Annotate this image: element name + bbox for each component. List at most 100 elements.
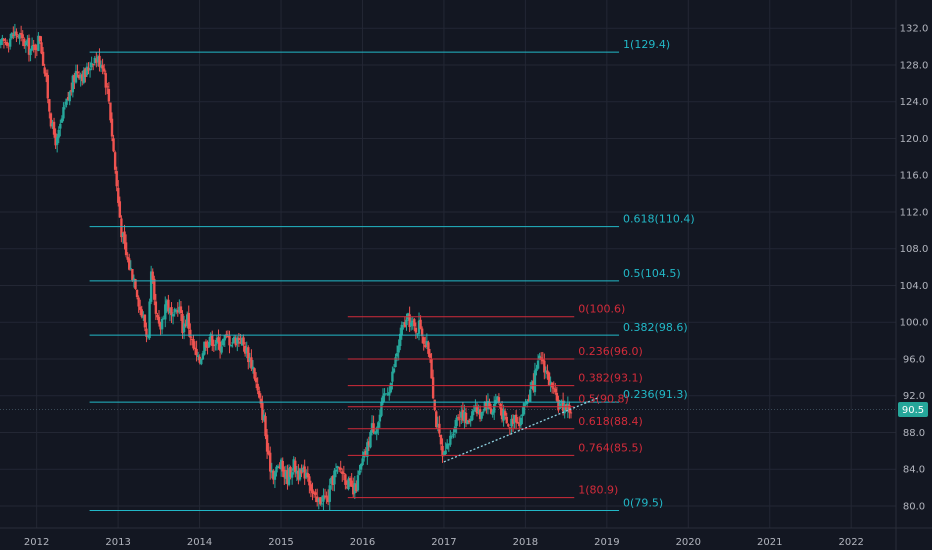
candle-body <box>306 473 310 478</box>
candle-body <box>222 338 225 346</box>
candle-body <box>220 346 223 353</box>
fib-minor-level-label: 0.236(96.0) <box>578 345 643 358</box>
candle-body <box>121 233 125 236</box>
x-tick-label: 2012 <box>24 537 49 548</box>
candle-body <box>522 403 526 415</box>
fib-retracement-major[interactable]: 1(129.4) 0.618(110.4) 0.5(104.5) 0.382(98.6… <box>89 38 695 512</box>
candle-body <box>231 342 234 344</box>
candle-body <box>179 306 183 314</box>
last-price-badge: 90.5 <box>898 401 928 417</box>
candle-body <box>474 405 477 412</box>
candle-body <box>286 469 289 485</box>
fib-minor-level-label: 0(100.6) <box>578 303 625 316</box>
candle-body <box>132 278 136 281</box>
candle-body <box>57 129 60 138</box>
candle-body <box>414 327 418 333</box>
candle-body <box>301 467 305 473</box>
candle-body <box>456 417 460 419</box>
candle-body <box>38 35 42 42</box>
candle-body <box>76 71 79 74</box>
candle-body <box>295 470 299 474</box>
candle-body <box>455 417 458 426</box>
fib-minor-level-label: 0.382(93.1) <box>578 372 643 385</box>
candle-body <box>13 31 17 36</box>
price-axis[interactable]: 132.0 128.0 124.0 120.0 116.0 112.0 108.0 104.0… <box>900 24 929 513</box>
candle-body <box>145 328 148 337</box>
candle-body <box>77 74 81 79</box>
candle-body <box>323 496 327 498</box>
candle-body <box>234 338 237 346</box>
candle-body <box>411 320 414 323</box>
candle-body <box>113 152 117 170</box>
candle-body <box>167 299 170 312</box>
candle-body <box>46 74 49 99</box>
candle-body <box>160 318 164 330</box>
x-tick-label: 2018 <box>513 537 538 548</box>
candle-body <box>536 360 540 369</box>
candle-body <box>12 34 15 37</box>
candle-body <box>168 308 172 314</box>
candle-body <box>502 410 505 421</box>
candle-body <box>560 400 563 402</box>
time-axis[interactable]: 2012 2013 2014 2015 2016 2017 2018 2019 2020 2021… <box>24 537 864 548</box>
candle-body <box>386 394 389 396</box>
last-price-badge-bg <box>898 401 928 417</box>
candle-body <box>273 472 277 480</box>
candle-body <box>516 421 519 424</box>
candle-body <box>380 402 383 416</box>
fib-retracement-minor[interactable]: 0(100.6) 0.236(96.0) 0.382(93.1) 0.5(90.8) 0… <box>347 303 643 499</box>
candle-body <box>23 38 26 47</box>
candle-body <box>308 476 311 486</box>
x-tick-label: 2016 <box>350 537 375 548</box>
candle-body <box>253 368 256 379</box>
candle-body <box>281 460 284 472</box>
candle-body <box>521 414 524 417</box>
candle-body <box>480 412 483 419</box>
y-tick-label: 92.0 <box>903 391 925 402</box>
candle-body <box>435 411 438 428</box>
fib-minor-level-label: 1(80.9) <box>578 484 618 497</box>
candle-body <box>326 497 330 502</box>
candle-body <box>325 495 328 498</box>
candle-body <box>384 393 388 395</box>
candle-body <box>43 67 46 74</box>
candle-body <box>247 347 250 363</box>
candle-body <box>74 71 78 83</box>
candle-body <box>30 45 34 51</box>
candle-body <box>7 44 10 46</box>
candle-body <box>331 476 335 485</box>
candle-body <box>248 358 252 361</box>
candle-body <box>433 399 436 410</box>
candle-body <box>565 404 568 411</box>
fib-major-level-label: 0.236(91.3) <box>623 388 688 401</box>
candle-body <box>345 486 349 488</box>
candle-body <box>372 423 375 433</box>
candle-body <box>316 496 319 503</box>
candle-body <box>391 371 394 382</box>
candle-body <box>62 107 65 119</box>
candle-body <box>164 304 167 320</box>
candle-body <box>420 328 424 337</box>
candle-body <box>491 411 494 415</box>
candle-body <box>466 420 469 425</box>
candle-body <box>419 319 422 329</box>
candle-body <box>70 90 73 92</box>
candle-body <box>403 322 407 327</box>
candle-body <box>518 422 521 427</box>
candle-body <box>176 310 179 313</box>
candle-body <box>342 472 346 475</box>
candle-body <box>157 316 161 324</box>
candle-body <box>192 338 195 349</box>
candle-body <box>107 89 111 102</box>
candle-body <box>229 344 233 346</box>
candle-body <box>237 338 241 341</box>
candle-body <box>500 408 504 420</box>
candle-body <box>201 353 205 360</box>
candle-body <box>405 319 408 326</box>
candle-body <box>182 323 186 333</box>
candle-body <box>15 31 18 36</box>
last-price-value: 90.5 <box>902 405 924 416</box>
candle-body <box>558 403 562 409</box>
